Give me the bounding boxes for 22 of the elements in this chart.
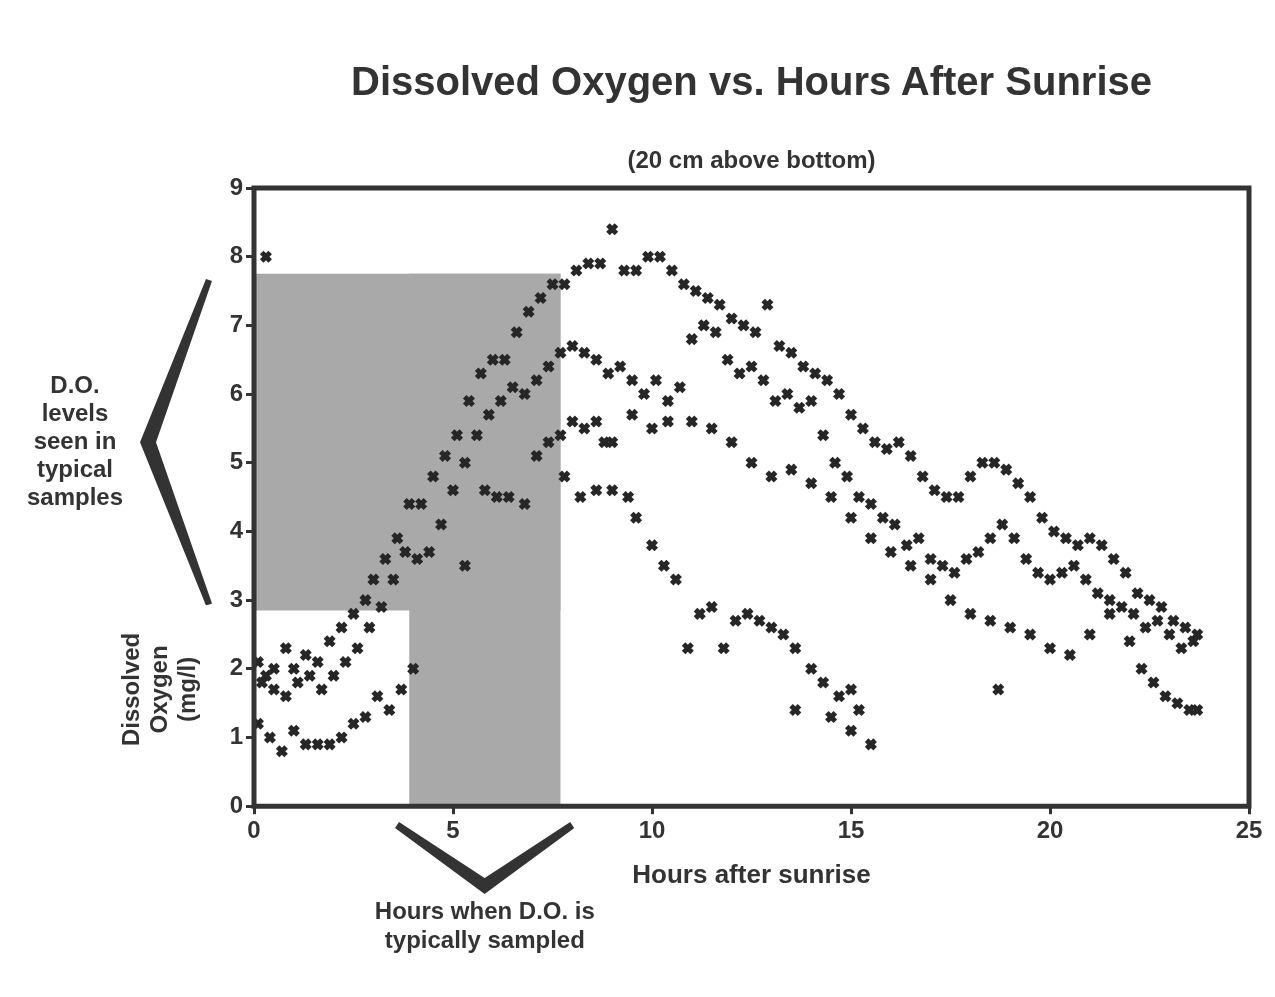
x-tick-label: 20 — [1036, 816, 1064, 844]
x-tick-label: 25 — [1235, 816, 1263, 844]
text: D.O. levels seen in typical samples — [26, 370, 124, 510]
y-tick-label: 8 — [229, 241, 243, 269]
chart-subtitle: (20 cm above bottom) — [627, 145, 876, 173]
y-tick-label: 2 — [229, 653, 243, 681]
y-tick-label: 6 — [229, 378, 243, 406]
y-tick-label: 4 — [229, 516, 244, 544]
text: Hours when D.O. is typically sampled — [374, 896, 595, 953]
y-axis-title: Dissolved Oxygen (mg/l) — [116, 632, 200, 747]
y-tick-label: 3 — [229, 584, 243, 612]
x-tick-label: 5 — [446, 816, 460, 844]
x-tick-label: 0 — [247, 816, 261, 844]
y-tick-label: 7 — [229, 310, 243, 337]
y-tick-label: 9 — [229, 172, 243, 200]
y-tick-label: 5 — [229, 447, 243, 475]
x-tick-label: 10 — [638, 816, 666, 844]
y-tick-label: 0 — [229, 790, 243, 818]
chart-title: Dissolved Oxygen vs. Hours After Sunrise — [351, 59, 1152, 104]
x-axis-title: Hours after sunrise — [632, 859, 871, 890]
y-tick-label: 1 — [229, 722, 243, 750]
x-tick-label: 15 — [837, 816, 865, 844]
